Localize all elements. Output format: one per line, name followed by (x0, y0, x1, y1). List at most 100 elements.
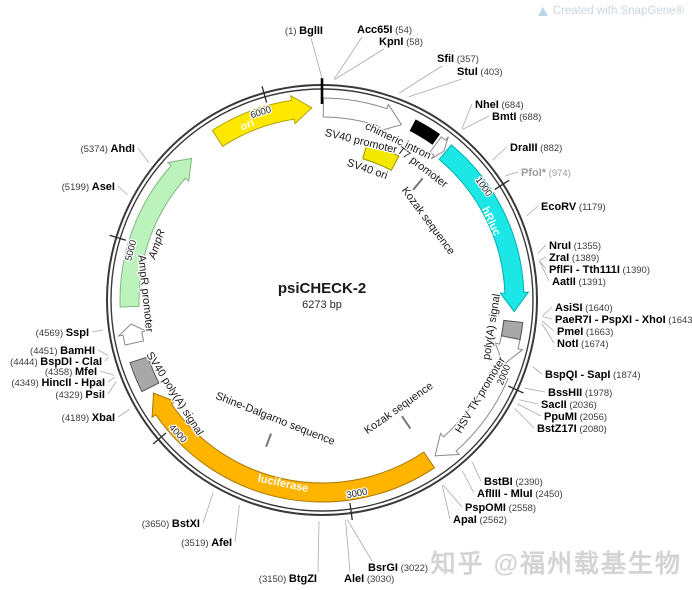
feature-poly-a-signal-box (500, 319, 524, 341)
leader-bsrgi (346, 519, 373, 562)
leader-bspqi-sapi (532, 366, 543, 375)
site-label-ahdi: (5374) AhdI (80, 143, 135, 155)
leader-bamhi (97, 349, 109, 356)
site-label-bstz17i: BstZ17I (2080) (537, 423, 607, 435)
site-label-noti: NotI (1674) (557, 338, 609, 350)
leader-sacii (519, 399, 539, 405)
feature-sv40-ori (362, 142, 400, 172)
leader-afei (234, 504, 240, 543)
site-label-bsrgi: BsrGI (3022) (368, 562, 428, 574)
leader-noti (541, 323, 555, 344)
scale-tick-3000 (349, 502, 353, 521)
leader-bspdi-clai (104, 356, 109, 362)
site-label-afei: (3519) AfeI (181, 537, 232, 549)
leader-stui (408, 78, 463, 98)
plasmid-name: psiCHECK-2 (278, 280, 366, 297)
leader-aatii (539, 260, 550, 282)
site-label-bmti: BmtI (688) (492, 111, 541, 123)
site-label-acc65i: Acc65I (54) (357, 24, 412, 36)
site-label-aatii: AatII (1391) (552, 276, 606, 288)
leader-pspomi (442, 484, 463, 508)
site-label-draiii: DraIII (882) (510, 142, 562, 154)
site-label-paer7i-pspxi-xhoi: PaeR7I - PspXI - XhoI (1643) (555, 314, 692, 326)
kozak-sequence-tick-2 (401, 415, 412, 430)
site-label-pflfi-tth111i: PflFI - Tth111I (1390) (549, 264, 650, 276)
leader-pflfi-tth111i (539, 260, 547, 270)
leader-mfei (99, 370, 115, 376)
scale-tick-1000 (494, 179, 510, 191)
snapgene-credit-text: Created with SnapGene® (552, 5, 684, 17)
leader-zrai (539, 256, 547, 261)
feature-sv40-promoter (322, 97, 403, 132)
leader-sspi (91, 329, 104, 333)
leader-bsshii (524, 387, 546, 393)
feature-label-kozak-sequence: Kozak sequence (362, 380, 435, 437)
plasmid-size: 6273 bp (302, 299, 342, 311)
site-label-pspomi: PspOMI (2558) (465, 502, 536, 514)
site-label-sspi: (4569) SspI (36, 327, 89, 339)
leader-pmei (541, 320, 555, 332)
site-label-bspqi-sapi: BspQI - SapI (1874) (545, 369, 641, 381)
leader-alei (345, 519, 351, 573)
site-label-nhei: NheI (684) (475, 99, 524, 111)
site-label-bstbi: BstBI (2390) (484, 476, 543, 488)
leader-pfoi (504, 171, 519, 177)
leader-btgzi (317, 520, 320, 573)
leader-bstbi (471, 461, 482, 482)
site-label-zrai: ZraI (1389) (549, 252, 599, 264)
leader-acc65i (333, 36, 363, 80)
site-label-ecorv: EcoRV (1179) (541, 201, 606, 213)
leader-ahdi (137, 147, 150, 163)
feature-hsv-tk-promoter (434, 371, 509, 457)
scale-label-3000: 3000 (346, 487, 369, 502)
site-label-nrui: NruI (1355) (549, 240, 601, 252)
site-label-asei: (5199) AseI (62, 181, 115, 193)
site-label-ppumi: PpuMI (2056) (544, 411, 607, 423)
site-label-bspdi-clai: (4444) BspDI - ClaI (10, 356, 102, 368)
site-label-pfoi: PfoI* (974) (521, 167, 571, 179)
snapgene-credit: Created with SnapGene® (537, 5, 684, 17)
site-label-sfii: SfiI (357) (437, 53, 479, 65)
leader-ppumi (516, 403, 542, 417)
leader-kpni (334, 48, 385, 80)
feature-t7-promoter (429, 136, 449, 160)
site-label-afliii-mlui: AflIII - MluI (2450) (477, 488, 563, 500)
site-label-bsshii: BssHII (1978) (548, 387, 612, 399)
leader-bstz17i (514, 408, 535, 429)
leader-draiii (492, 146, 508, 161)
site-label-xbai: (4189) XbaI (62, 412, 115, 424)
feature-label-kozak-sequence: Kozak sequence (399, 185, 457, 257)
site-label-pmei: PmeI (1663) (557, 326, 613, 338)
site-label-bamhi: (4451) BamHI (30, 345, 95, 357)
leader-psii (107, 381, 117, 395)
leader-paer7i-pspxi-xhoi (542, 316, 553, 320)
leader-asei (117, 185, 128, 196)
watermark: 知乎 @福州载基生物 (431, 544, 682, 580)
site-label-stui: StuI (403) (457, 66, 503, 78)
scale-tick-4000 (152, 432, 167, 445)
feature-hrluc (438, 144, 530, 313)
leader-bglii (310, 37, 323, 80)
site-label-kpni: KpnI (58) (379, 36, 423, 48)
leader-nhei (461, 103, 473, 130)
leader-hincii-hpai (107, 376, 116, 383)
snapgene-logo-icon (537, 6, 548, 16)
scale-tick-6000 (261, 86, 268, 103)
watermark-text: 知乎 @福州载基生物 (430, 550, 682, 578)
site-label-sacii: SacII (2036) (541, 399, 597, 411)
leader-xbai (117, 408, 131, 418)
feature-label-shine-dalgarno-sequence: Shine-Dalgarno sequence (214, 390, 337, 448)
leader-afliii-mlui (461, 470, 475, 494)
site-label-asisi: AsiSI (1640) (555, 302, 613, 314)
site-label-mfei: (4358) MfeI (45, 366, 97, 378)
site-label-alei: AleI (3030) (344, 573, 394, 585)
leader-bmti (462, 115, 490, 130)
scale-tick-5000 (109, 234, 127, 241)
leader-ecorv (526, 205, 539, 217)
scale-tick-2000 (507, 385, 524, 394)
shine-dalgarno-tick (265, 433, 273, 448)
feature-ori (211, 94, 313, 148)
leader-nrui (537, 244, 547, 254)
